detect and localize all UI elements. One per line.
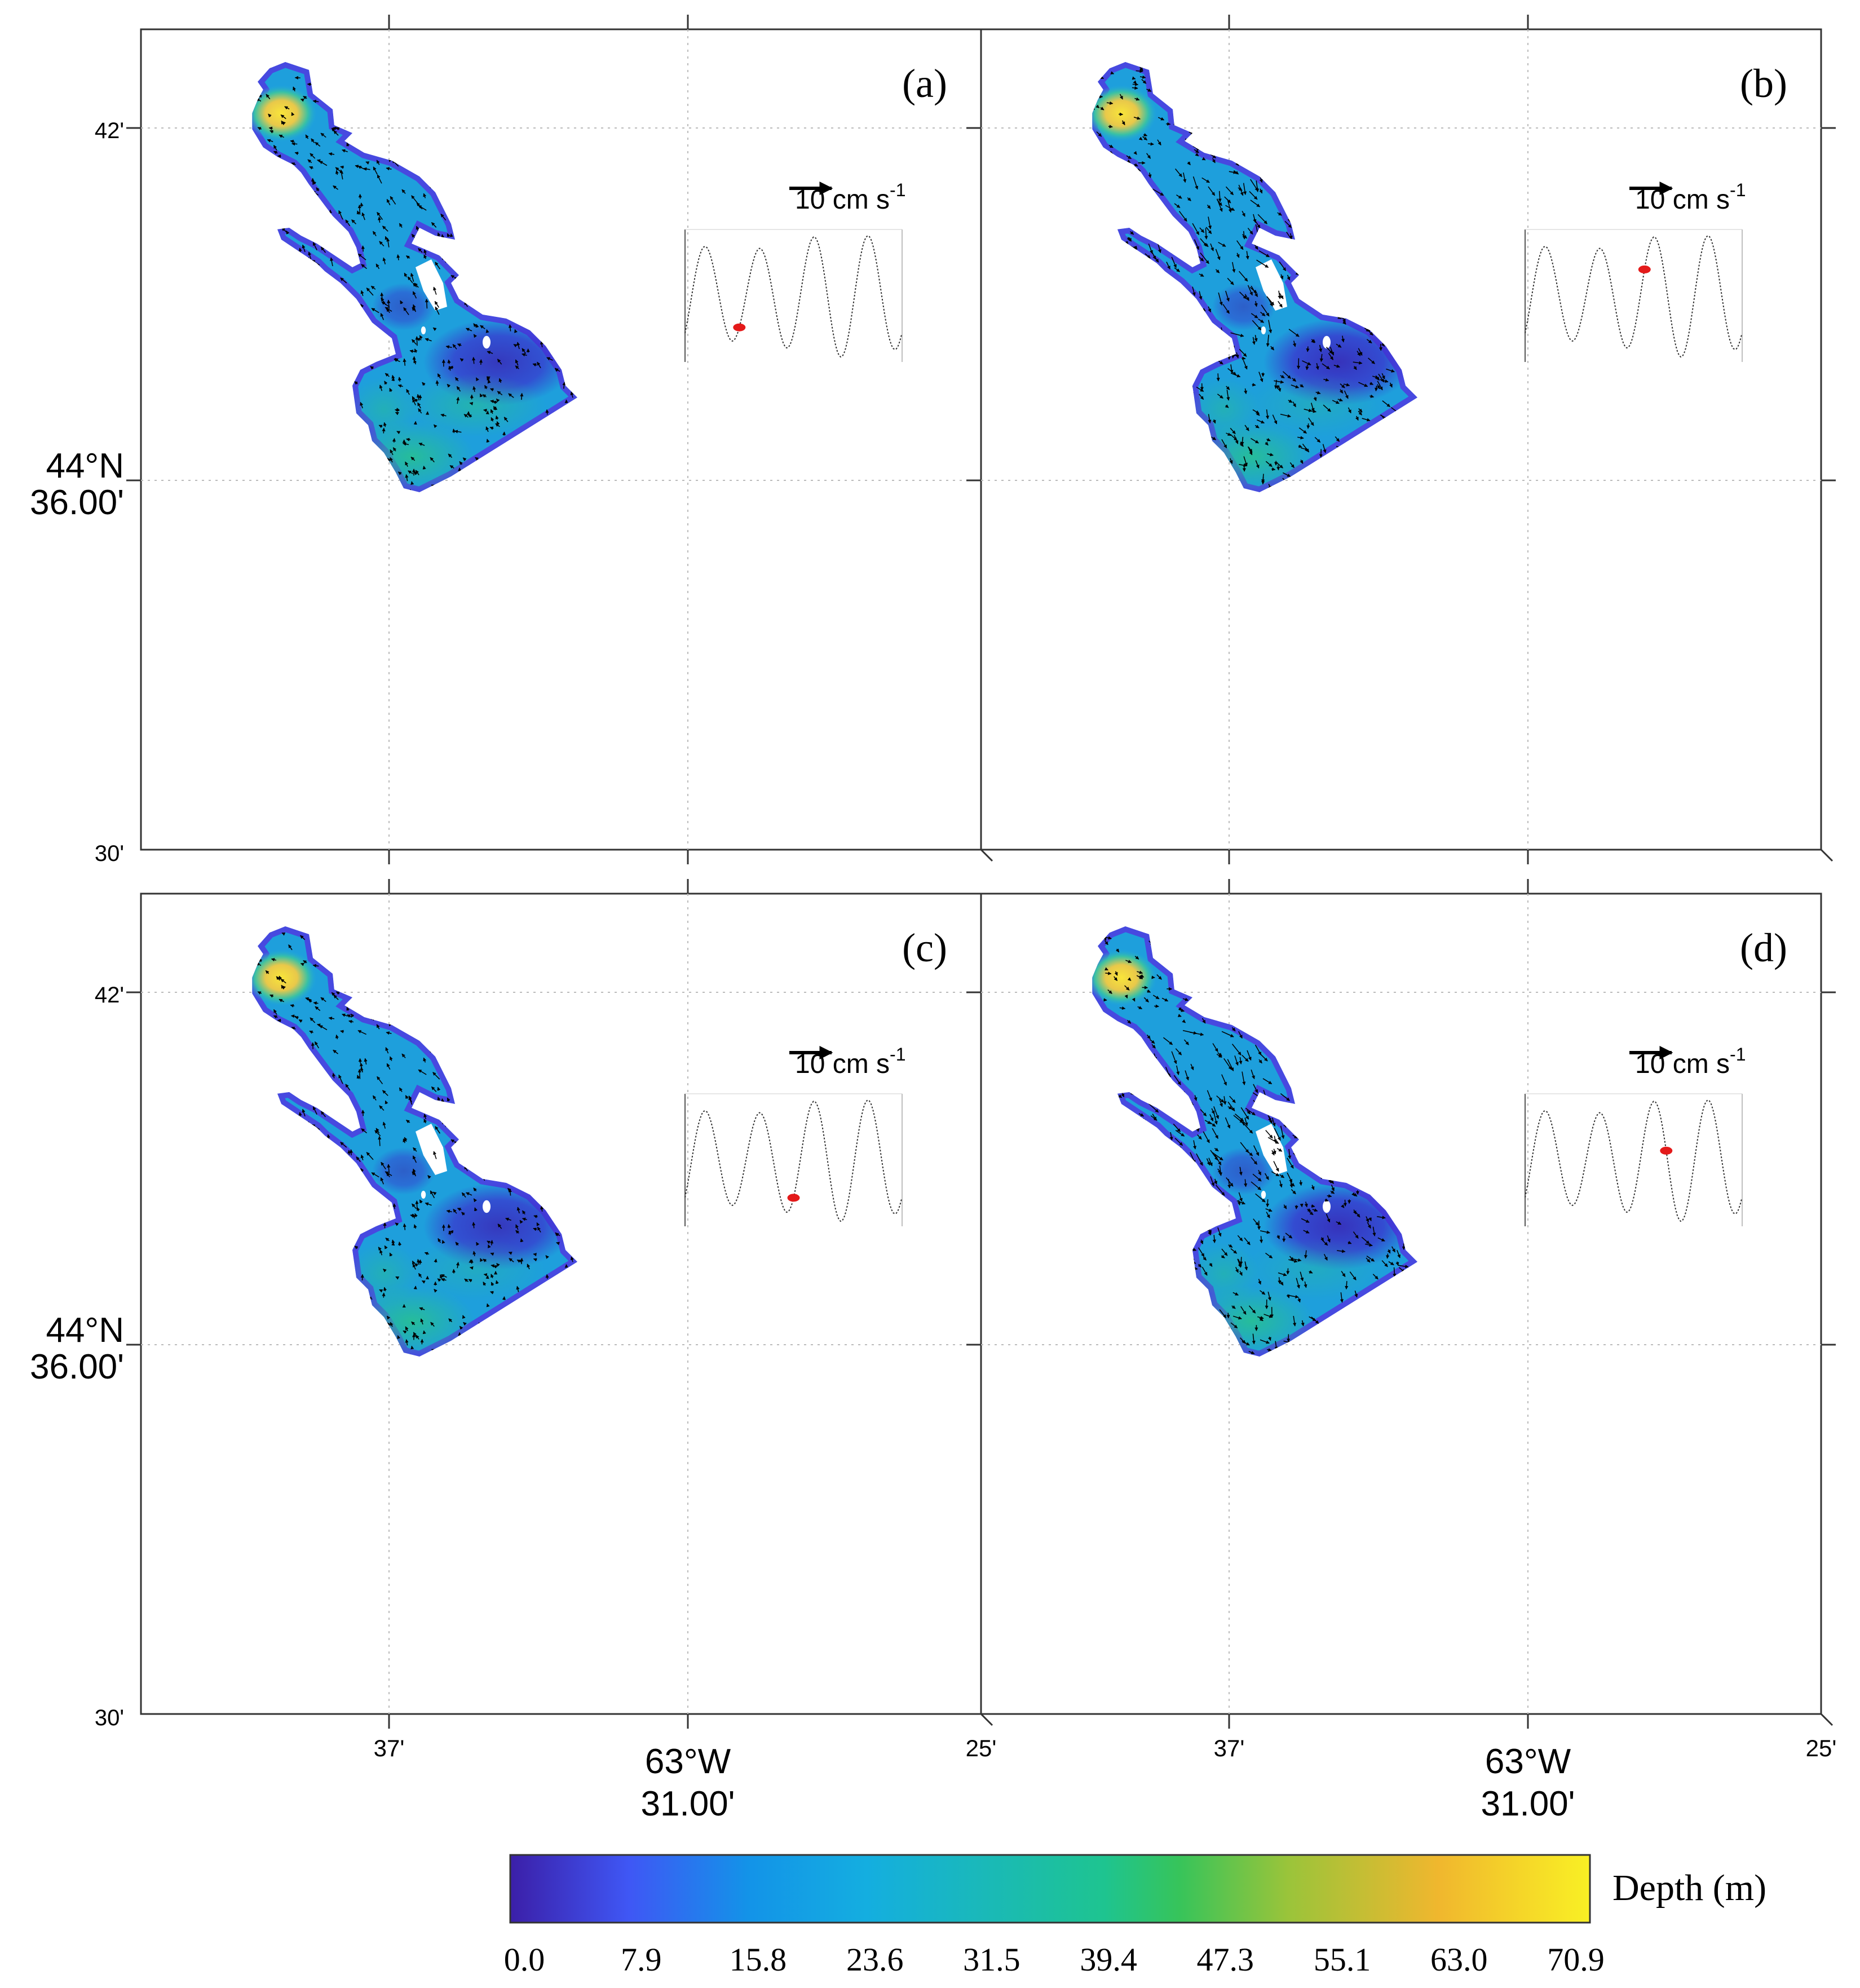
scale-vector-label: 10 cm s-1: [1635, 180, 1746, 215]
panel-c: (c) 10 cm s-1: [126, 879, 996, 1729]
tide-curve: [1525, 235, 1742, 358]
tide-curve: [684, 1099, 902, 1222]
island: [416, 259, 447, 311]
island: [483, 335, 491, 349]
panel-d: (d) 10 cm s-1: [966, 879, 1836, 1729]
island: [1261, 1191, 1266, 1199]
island: [1323, 1200, 1331, 1213]
panel-label: (d): [1740, 925, 1787, 970]
island: [483, 1200, 491, 1213]
lat-tick-label: 36.00': [30, 483, 124, 522]
tide-inset: [684, 1093, 903, 1226]
scale-vector-label: 10 cm s-1: [795, 180, 906, 215]
colorbar-tick-label: 63.0: [1430, 1941, 1488, 1978]
lon-tick-label: 37': [1214, 1735, 1245, 1761]
colorbar-tick-label: 7.9: [621, 1941, 662, 1978]
tide-curve: [1525, 1099, 1742, 1222]
tide-marker: [1638, 265, 1651, 273]
tick-mark: [980, 849, 993, 862]
panel-frame: [140, 893, 982, 1715]
island: [421, 326, 426, 334]
tide-marker: [787, 1194, 800, 1202]
colorbar-tick-label: 0.0: [504, 1941, 545, 1978]
lon-tick-label: 31.00': [641, 1784, 735, 1823]
tick-mark: [1820, 849, 1834, 862]
lon-tick-label: 25': [966, 1735, 997, 1761]
lat-tick-label: 36.00': [30, 1348, 124, 1386]
colorbar-label: Depth (m): [1612, 1867, 1766, 1909]
colorbar: [509, 1854, 1591, 1924]
colorbar-tick-label: 70.9: [1547, 1941, 1605, 1978]
lat-tick-label: 42': [95, 983, 124, 1008]
colorbar-tick-label: 47.3: [1197, 1941, 1254, 1978]
panel-b: (b) 10 cm s-1: [966, 15, 1836, 864]
lon-tick-label: 25': [1806, 1735, 1837, 1761]
tick-mark: [1820, 1713, 1834, 1726]
lat-tick-label: 42': [95, 118, 124, 143]
island: [1261, 326, 1266, 334]
lat-tick-label: 30': [95, 841, 124, 866]
tide-marker: [733, 323, 746, 332]
island: [416, 1124, 447, 1175]
colorbar-tick-label: 23.6: [846, 1941, 904, 1978]
lat-tick-label: 44°N: [46, 1311, 124, 1350]
panel-label: (b): [1740, 61, 1787, 106]
estuary: [1092, 926, 1417, 1357]
tide-inset: [1525, 229, 1743, 362]
lon-tick-label: 31.00': [1481, 1784, 1575, 1823]
island: [1323, 335, 1331, 349]
tide-inset: [684, 229, 903, 362]
estuary: [252, 926, 577, 1357]
tide-inset: [1525, 1093, 1743, 1226]
panel-label: (a): [902, 61, 947, 106]
tide-marker: [1660, 1146, 1673, 1155]
colorbar-tick-label: 39.4: [1080, 1941, 1137, 1978]
colorbar-tick-label: 55.1: [1314, 1941, 1371, 1978]
panel-frame: [980, 28, 1822, 851]
colorbar-tick-label: 31.5: [963, 1941, 1020, 1978]
lon-tick-label: 63°W: [1485, 1742, 1571, 1781]
tick-mark: [980, 1713, 993, 1726]
panel-frame: [140, 28, 982, 851]
scale-vector-label: 10 cm s-1: [795, 1044, 906, 1079]
scale-vector-label: 10 cm s-1: [1635, 1044, 1746, 1079]
panel-a: (a) 10 cm s-1: [126, 15, 996, 864]
tide-curve: [684, 235, 902, 358]
lat-tick-label: 44°N: [46, 447, 124, 485]
island: [1256, 1124, 1287, 1175]
lon-tick-label: 37': [374, 1735, 405, 1761]
panel-label: (c): [902, 925, 947, 970]
panel-frame: [980, 893, 1822, 1715]
colorbar-tick-label: 15.8: [730, 1941, 787, 1978]
island: [421, 1191, 426, 1199]
lon-tick-label: 63°W: [645, 1742, 731, 1781]
lat-tick-label: 30': [95, 1706, 124, 1730]
